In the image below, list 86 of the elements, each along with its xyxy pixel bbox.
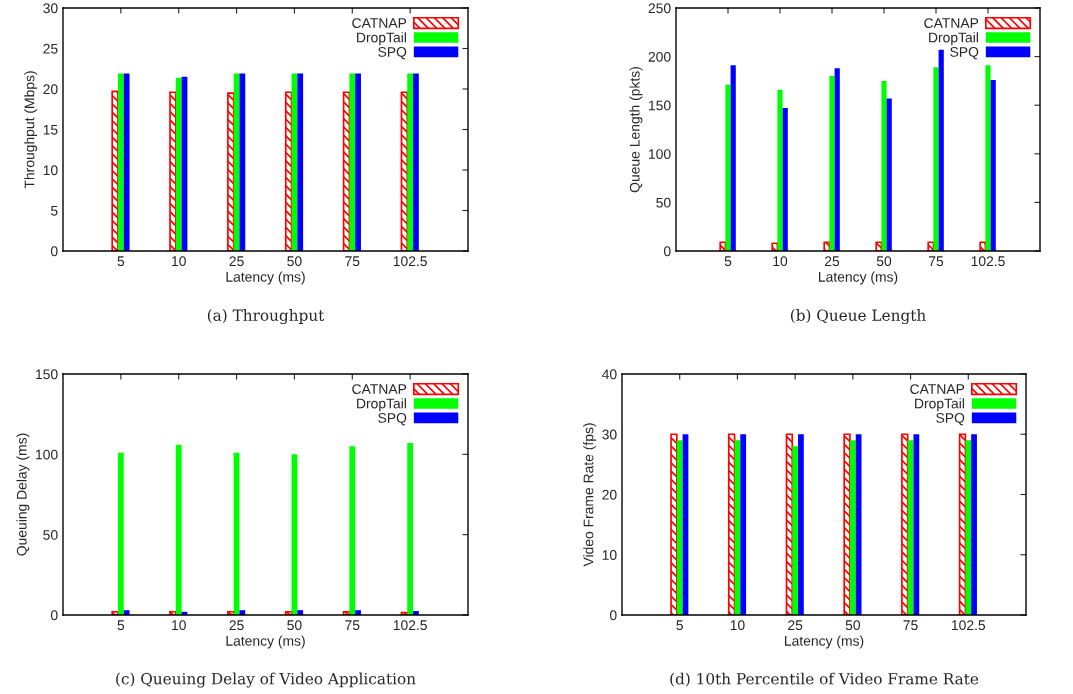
y-tick-label: 5	[50, 205, 58, 216]
y-tick-label: 150	[36, 369, 58, 380]
x-axis-title: Latency (ms)	[226, 635, 305, 649]
x-tick-label: 25	[229, 256, 244, 267]
bar	[725, 84, 731, 251]
legend-label: CATNAP	[924, 18, 979, 28]
x-tick-label: 10	[172, 620, 186, 631]
y-tick-label: 0	[663, 246, 671, 257]
bar	[990, 79, 996, 251]
bar	[834, 68, 840, 251]
bar	[407, 443, 414, 615]
y-axis-title: Throughput (Mbps)	[24, 71, 38, 189]
x-tick-label: 10	[773, 256, 788, 267]
x-tick-label: 102.5	[393, 256, 427, 267]
x-tick-label: 5	[724, 256, 732, 267]
x-tick-label: 75	[903, 620, 918, 631]
y-tick-label: 20	[43, 84, 58, 95]
legend-label: DropTail	[915, 398, 964, 412]
y-tick-label: 100	[649, 149, 671, 159]
y-tick-label: 50	[43, 530, 58, 540]
legend-label: DropTail	[357, 32, 406, 46]
y-tick-label: 40	[602, 369, 617, 380]
bar	[881, 80, 887, 251]
x-tick-label: 75	[928, 256, 944, 267]
x-tick-label: 5	[676, 620, 683, 631]
y-tick-label: 0	[609, 610, 617, 621]
bar	[777, 89, 783, 251]
text: (d) 10th Percentile of Video Frame Rate	[670, 672, 979, 687]
x-tick-label: 50	[287, 256, 302, 267]
x-tick-label: 25	[824, 256, 840, 267]
y-tick-label: 25	[43, 43, 58, 54]
x-tick-label: 25	[788, 620, 803, 631]
y-tick-label: 20	[602, 489, 617, 500]
y-tick-label: 0	[50, 246, 58, 257]
legend-label: CATNAP	[352, 384, 407, 394]
legend-label: CATNAP	[352, 18, 407, 28]
x-tick-label: 50	[845, 620, 861, 631]
x-tick-label: 25	[229, 620, 244, 631]
x-tick-label: 75	[345, 256, 360, 267]
text: (a) Throughput	[207, 309, 325, 325]
x-tick-label: 10	[172, 256, 186, 267]
x-tick-label: 50	[287, 620, 302, 631]
bar	[933, 67, 939, 251]
y-tick-label: 50	[656, 197, 671, 208]
bar	[175, 444, 182, 615]
y-tick-label: 200	[648, 51, 671, 62]
y-tick-label: 0	[50, 610, 58, 621]
x-tick-label: 50	[876, 256, 892, 267]
x-axis-title: Latency (ms)	[226, 271, 305, 285]
text: (b) Queue Length	[790, 309, 926, 325]
bar	[985, 65, 991, 251]
bar	[730, 65, 736, 251]
text: (c) Queuing Delay of Video Application	[116, 672, 416, 688]
bar	[829, 76, 835, 251]
y-axis-title: Queue Length (pkts)	[629, 67, 643, 193]
y-tick-label: 250	[648, 3, 671, 14]
legend-label: SPQ	[936, 412, 965, 426]
legend-label: SPQ	[378, 46, 407, 60]
x-axis-title: Latency (ms)	[819, 271, 898, 285]
legend-label: DropTail	[929, 32, 978, 46]
x-tick-label: 10	[730, 620, 745, 631]
legend-label: DropTail	[357, 398, 406, 412]
y-tick-label: 10	[602, 550, 617, 560]
x-tick-label: 75	[345, 620, 360, 631]
x-tick-label: 102.5	[393, 620, 427, 631]
y-tick-label: 30	[602, 429, 617, 440]
y-tick-label: 10	[43, 165, 58, 176]
bar	[886, 98, 892, 251]
x-tick-label: 102.5	[971, 256, 1005, 267]
legend-label: CATNAP	[910, 384, 965, 394]
y-tick-label: 15	[43, 124, 58, 135]
x-axis-title: Latency (ms)	[785, 635, 864, 649]
bar	[782, 108, 788, 251]
bar	[117, 452, 124, 615]
legend-label: SPQ	[950, 46, 979, 60]
legend-label: SPQ	[378, 412, 407, 426]
x-tick-label: 5	[117, 620, 125, 631]
x-tick-label: 102.5	[951, 620, 986, 631]
y-axis-title: Queuing Delay (ms)	[16, 433, 30, 556]
y-tick-label: 30	[43, 3, 58, 14]
y-axis-title: Video Frame Rate (fps)	[583, 423, 597, 567]
bar	[938, 49, 944, 251]
x-tick-label: 5	[117, 256, 125, 267]
y-tick-label: 100	[36, 449, 58, 460]
y-tick-label: 150	[649, 100, 671, 111]
bar	[349, 446, 356, 615]
